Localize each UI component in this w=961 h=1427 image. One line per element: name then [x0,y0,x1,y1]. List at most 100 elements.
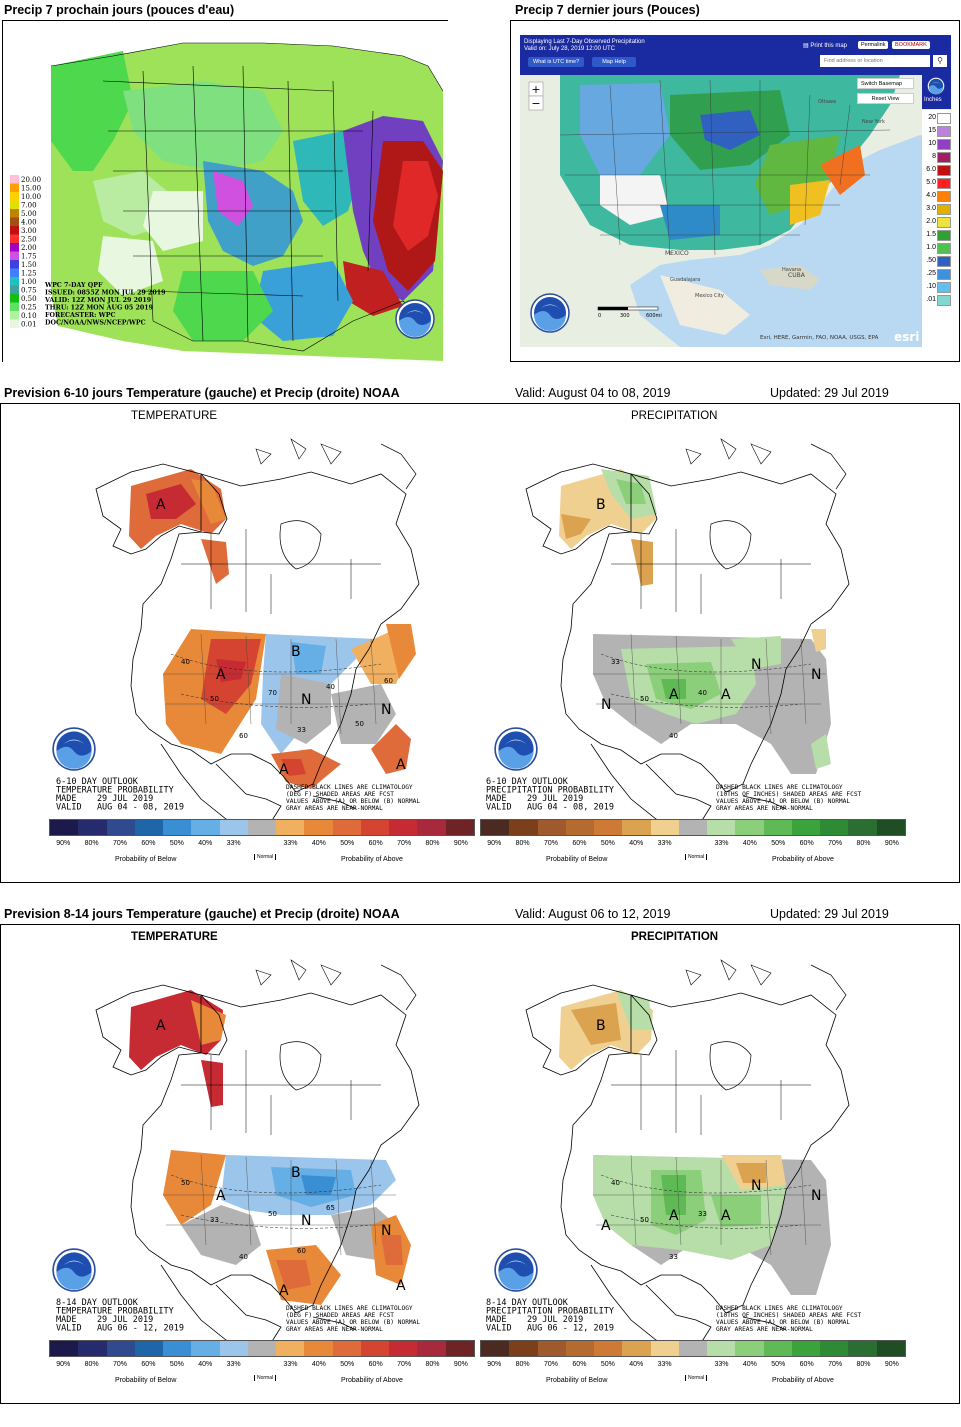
legend-tick: 33% [657,1361,672,1368]
scale-swatch [937,204,951,215]
section1-updated: Updated: 29 Jul 2019 [770,386,889,400]
outlook-6-10-panel: TEMPERATURE B N N A A A A 40 50 60 70 33 40 50 60 6-10 D… [0,403,960,883]
outlook-text-line: VALID AUG 04 - 08, 2019 [486,803,614,813]
noaa-logo-icon [494,1248,538,1292]
legend-swatch [389,1341,418,1356]
scale-swatch [937,295,951,306]
scale-row: 5.0 [922,177,951,190]
outlook-category-label: N [811,1188,821,1204]
legend-tick: 33% [226,1361,241,1368]
zoom-controls[interactable]: + − [528,81,544,111]
place-label: Havana [782,267,801,273]
legend-tick: 50% [600,840,615,847]
legend-swatch [678,820,708,835]
scale-label: 300 [620,313,630,319]
temp-probability-area [301,1175,336,1195]
outlook-note-line: GRAY AREAS ARE NEAR-NORMAL [286,1326,383,1333]
map-help-button[interactable]: Map Help [592,57,636,67]
legend-swatch [594,820,623,835]
legend-tick: 40% [742,840,757,847]
outlook-category-label: A [669,687,679,703]
precip-title: PRECIPITATION [631,410,717,422]
contour-label: 70 [268,689,277,697]
temp-probability-area [386,624,416,679]
legend-swatch [763,1341,792,1356]
temp-probability-area [191,1000,226,1045]
contour-label: 33 [611,658,620,666]
precip-probability-area [616,990,653,1030]
legend-tick [248,1361,276,1368]
temp-probability-area [201,539,229,584]
utc-button[interactable]: What is UTC time? [528,57,585,67]
scale-swatch [937,113,951,124]
legend-tick [248,840,276,847]
outlook-category-label: A [279,762,289,778]
legend-swatch [10,319,19,328]
legend-swatch [622,820,651,835]
legend-tick: 50% [771,1361,786,1368]
header-line2: Valid on: July 28, 2019 12:00 UTC [524,46,615,52]
legend-tick: 50% [340,1361,355,1368]
legend-value: 5.00 [21,210,37,218]
legend-swatch [820,1341,849,1356]
legend-tick [679,840,707,847]
legend-swatch [707,1341,736,1356]
outlook-text-line: MADE 29 JUL 2019 [56,794,153,804]
legend-swatch [219,1341,248,1356]
noaa-logo-icon [52,727,96,771]
zoom-in-button[interactable]: + [531,83,540,96]
map-attribution: Esri, HERE, Garmin, FAO, NOAA, USGS, EPA [760,335,879,341]
outlook-note-line: VALUES ABOVE (A) OR BELOW (B) NORMAL [286,1319,420,1326]
forecast-precip-panel: 20.00 15.00 10.00 7.00 5.00 4.00 3.00 2.50 2.00 1… [2,20,449,363]
permalink-button[interactable]: Permalink [858,41,889,49]
print-link[interactable]: ▤ Print this map [803,43,848,49]
temp-title: TEMPERATURE [131,410,217,422]
top-left-caption: Precip 7 prochain jours (pouces d'eau) [4,3,235,17]
scale-value: 10 [928,140,936,147]
legend-tick: 60% [572,840,587,847]
location-search-input[interactable]: Find address or location [820,55,930,67]
legend-above-label: Probability of Above [341,856,403,863]
legend-swatch [876,820,905,835]
legend-swatch [106,820,135,835]
legend-swatch [360,820,390,835]
legend-swatch [10,302,19,311]
legend-tick: 80% [425,840,440,847]
legend-swatch [10,234,19,243]
legend-tick: 80% [515,1361,530,1368]
legend-swatch [106,1341,135,1356]
scale-swatch [937,165,951,176]
outlook-category-label: B [291,644,301,660]
zoom-out-button[interactable]: − [531,97,540,110]
legend-swatch [445,820,474,835]
contour-label: 65 [326,1204,335,1212]
temp-legend-bar [49,1340,475,1357]
legend-tick: 40% [742,1361,757,1368]
contour-label: 33 [698,1210,707,1218]
scale-row: .10 [922,281,951,294]
legend-tick: 40% [311,1361,326,1368]
scale-value: 1.0 [926,244,936,251]
search-icon[interactable]: ⚲ [933,55,947,67]
outlook-category-label: B [596,1018,606,1034]
scale-value: 3.0 [926,205,936,212]
outlook-note-line: GRAY AREAS ARE NEAR-NORMAL [286,805,383,812]
legend-tick: 80% [856,840,871,847]
map-scale-bar: 0 300 600mi [597,306,662,319]
reset-view-button[interactable]: Reset View [857,93,914,104]
legend-normal-label: Normal [685,854,708,860]
scale-row: 15 [922,125,951,138]
temp-title: TEMPERATURE [131,931,218,943]
precip-probability-area [631,539,653,586]
noaa-logo-icon [52,1248,96,1292]
scale-swatch [937,191,951,202]
bookmark-button[interactable]: BOOKMARK [892,41,930,49]
precip-title: PRECIPITATION [631,931,718,943]
outlook-text-line: TEMPERATURE PROBABILITY [56,786,174,796]
legend-swatch [820,820,849,835]
switch-basemap-button[interactable]: Switch Basemap [857,78,914,89]
scale-swatch [937,230,951,241]
legend-swatch [10,243,19,252]
legend-swatch [707,820,736,835]
scale-swatch [937,152,951,163]
